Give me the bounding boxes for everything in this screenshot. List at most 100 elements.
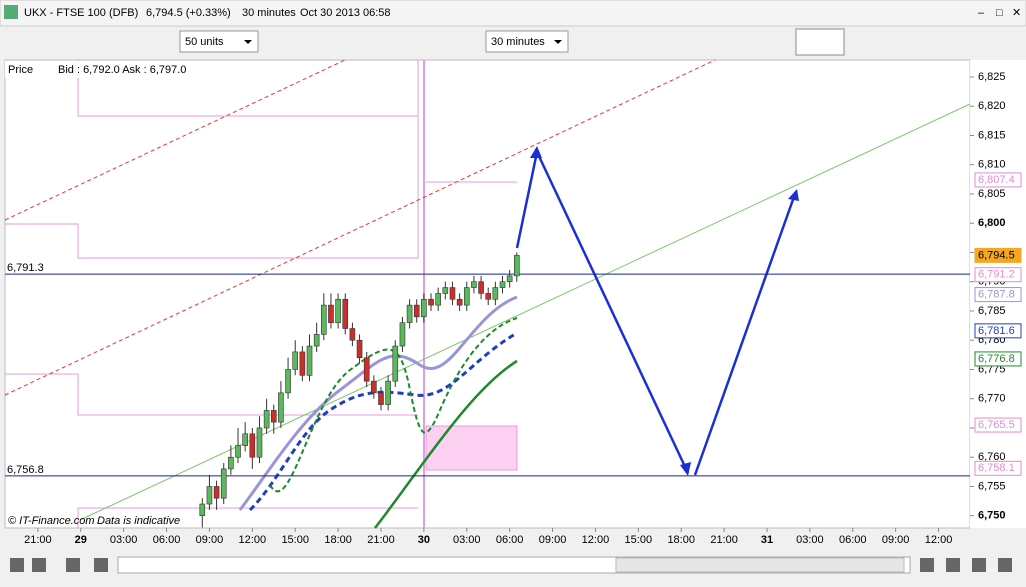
price-tag <box>974 267 1022 283</box>
price-tag-label: 6,758.1 <box>978 462 1015 474</box>
candle-body <box>363 357 370 382</box>
candle-body <box>256 427 263 458</box>
candle-body <box>292 351 299 370</box>
overlays <box>4 59 971 529</box>
moving-average <box>238 295 518 511</box>
candle-body <box>478 281 484 294</box>
x-tick-label: 09:00 <box>539 534 567 546</box>
tool-button[interactable] <box>946 558 960 572</box>
zoom-out[interactable] <box>972 558 986 572</box>
candle-body <box>213 486 220 499</box>
channel-line <box>4 59 716 396</box>
y-tick-label: 6,820 <box>978 100 1006 112</box>
price-tag <box>974 323 1022 339</box>
x-tick-label: 12:00 <box>925 534 953 546</box>
candle-body <box>349 328 356 341</box>
pivot-level <box>5 373 418 416</box>
x-tick-label: 31 <box>761 534 773 546</box>
x-tick-label: 03:00 <box>796 534 824 546</box>
candle-body <box>249 433 256 458</box>
candle-body <box>306 345 313 376</box>
scroll-thumb[interactable] <box>615 557 905 573</box>
pivot-level <box>5 60 419 259</box>
candle-body <box>428 298 434 306</box>
minimize[interactable]: – <box>978 7 985 19</box>
candle-body <box>385 380 391 405</box>
moving-average <box>248 331 518 512</box>
bid-ask: Bid : 6,792.0 Ask : 6,797.0 <box>58 64 186 76</box>
x-tick-label: 15:00 <box>281 534 309 546</box>
bottom-tools <box>10 558 1012 572</box>
x-tick-label: 18:00 <box>324 534 352 546</box>
candle-body <box>514 255 520 277</box>
candle-body <box>378 392 384 405</box>
y-tick-label: 6,755 <box>978 480 1006 492</box>
pivot-level <box>77 507 418 528</box>
y-tick-label: 6,770 <box>978 393 1006 405</box>
candle-body <box>506 275 513 283</box>
x-tick-label: 06:00 <box>839 534 867 546</box>
candle-body <box>270 410 277 423</box>
price-tag-label: 6,794.5 <box>978 249 1015 261</box>
y-tick-label: 6,760 <box>978 451 1006 463</box>
y-tick-label: 6,805 <box>978 188 1006 200</box>
candle-body <box>449 287 456 300</box>
tool-button[interactable] <box>920 558 934 572</box>
close[interactable]: ✕ <box>1012 7 1021 19</box>
tool-button[interactable] <box>94 558 108 572</box>
price-tag-label: 6,807.4 <box>978 174 1015 186</box>
y-tick-label: 6,810 <box>978 159 1006 171</box>
tool-button[interactable] <box>32 558 46 572</box>
y-tick-label: 6,800 <box>978 217 1006 229</box>
candle-body <box>463 287 470 306</box>
copyright: © IT-Finance.com <box>8 515 95 527</box>
candle-body <box>371 380 377 394</box>
price-tag <box>974 460 1022 476</box>
interval-select[interactable] <box>485 30 569 53</box>
dropdown-arrow <box>554 40 562 44</box>
pivot-level <box>77 60 418 117</box>
price-tag-label: 6,781.6 <box>978 325 1015 337</box>
units-label: 50 units <box>185 36 224 48</box>
maximize[interactable]: □ <box>996 7 1003 19</box>
x-tick-label: 06:00 <box>153 534 181 546</box>
candle-body <box>499 281 506 288</box>
x-tick-label: 21:00 <box>710 534 738 546</box>
horizontal-line-label: 6,756.8 <box>7 464 44 476</box>
candle-body <box>342 298 349 329</box>
app-icon <box>4 5 18 19</box>
candle-body <box>206 486 213 505</box>
candle-body <box>485 293 492 300</box>
dropdown-arrow <box>244 40 252 44</box>
indicator-button[interactable] <box>795 28 845 56</box>
title-bar <box>0 0 1026 27</box>
candle-body <box>285 369 291 394</box>
interval: 30 minutes <box>242 7 296 19</box>
candle-body <box>435 293 441 306</box>
series-name: Price <box>8 64 33 76</box>
x-tick-label: 09:00 <box>882 534 910 546</box>
price-tag <box>974 351 1022 367</box>
candle-body <box>263 410 270 429</box>
candle-body <box>413 304 420 318</box>
y-tick-label: 6,750 <box>978 510 1006 522</box>
disclaimer: Data is indicative <box>97 515 180 527</box>
candle-body <box>220 468 227 499</box>
zoom-in[interactable] <box>998 558 1012 572</box>
x-tick-label: 06:00 <box>496 534 524 546</box>
moving-average <box>269 317 518 493</box>
forecast-arrow <box>693 193 797 476</box>
candle-body <box>442 287 449 294</box>
candle-body <box>456 298 463 306</box>
x-tick-label: 21:00 <box>367 534 395 546</box>
moving-average <box>374 359 518 529</box>
candle-body <box>228 456 234 470</box>
tool-button[interactable] <box>66 558 80 572</box>
candle-body <box>235 445 241 458</box>
price-tag <box>974 247 1022 263</box>
units-select[interactable] <box>179 30 259 53</box>
tool-button[interactable] <box>10 558 24 572</box>
y-tick-label: 6,815 <box>978 129 1006 141</box>
price-tag <box>974 172 1022 188</box>
